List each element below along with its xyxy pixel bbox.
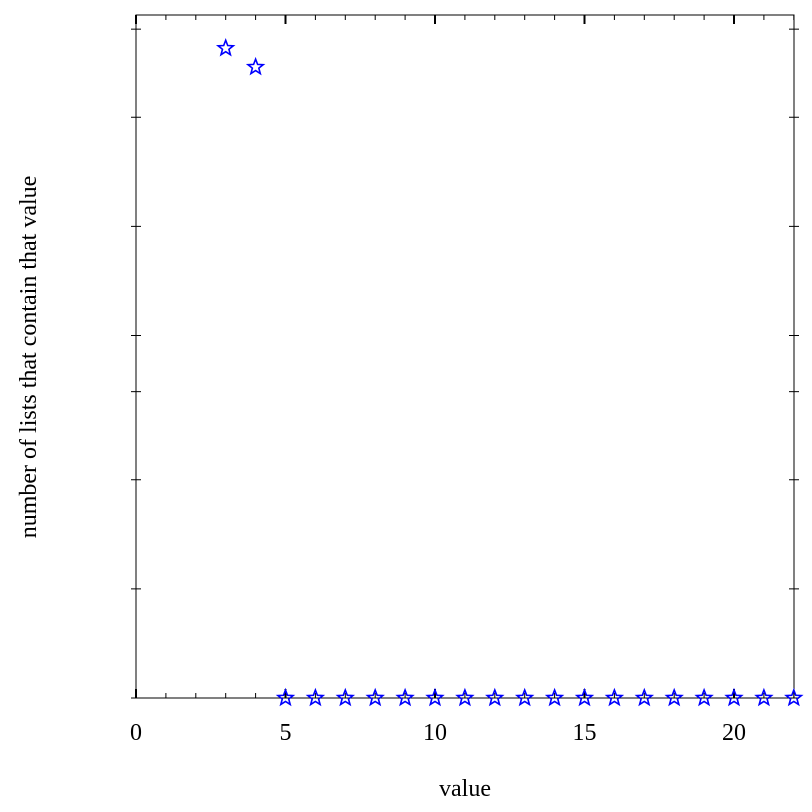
data-point-star	[514, 687, 535, 707]
data-point-star	[544, 687, 565, 707]
data-point-star	[395, 687, 415, 707]
data-point-star	[664, 687, 684, 707]
data-point-star	[425, 687, 445, 707]
data-point-star	[694, 687, 714, 707]
x-tick-label: 15	[573, 720, 597, 746]
x-tick-label: 20	[722, 720, 746, 746]
x-axis-ticks: 0 5 10 15 20	[130, 15, 795, 746]
data-point-star	[305, 687, 326, 707]
data-point-star	[215, 38, 236, 57]
data-point-star	[455, 687, 475, 707]
data-point-star	[604, 687, 625, 707]
x-tick-label: 10	[423, 720, 447, 746]
x-tick-label: 0	[130, 720, 142, 746]
data-point-star	[485, 687, 505, 707]
y-axis-label: number of lists that contain that value	[16, 176, 42, 539]
data-point-star	[365, 687, 385, 707]
data-point-star	[724, 687, 744, 707]
data-marks	[215, 38, 804, 707]
data-point-star	[335, 687, 356, 707]
data-point-star	[574, 687, 595, 707]
data-point-star	[634, 687, 655, 707]
data-point-star	[784, 687, 804, 707]
data-point-star	[275, 687, 296, 707]
y-axis-ticks: 1000200030004000	[131, 28, 799, 699]
x-tick-label: 5	[280, 720, 292, 746]
data-point-star	[754, 687, 774, 707]
x-axis-label: value	[439, 776, 491, 802]
data-point-star	[245, 56, 266, 76]
plot-frame	[135, 14, 795, 699]
